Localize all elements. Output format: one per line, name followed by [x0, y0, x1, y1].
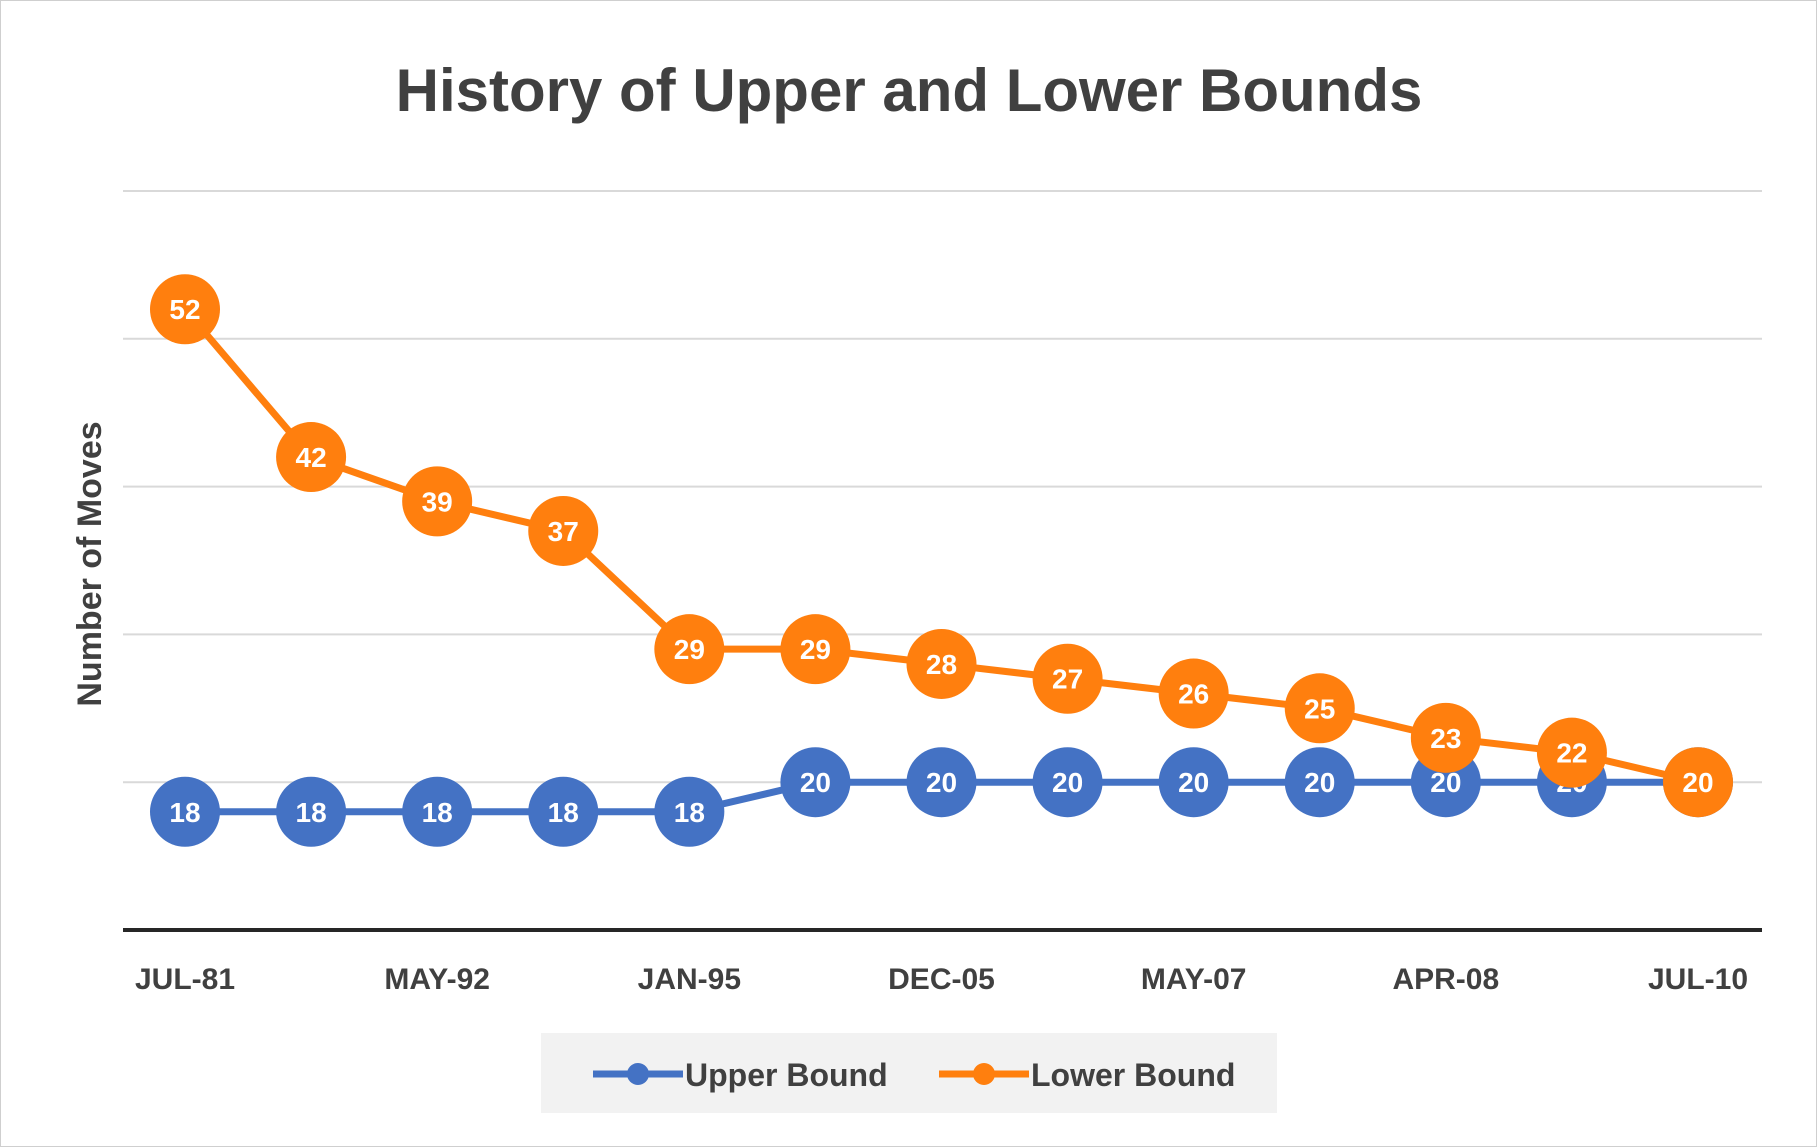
data-point	[906, 747, 977, 818]
data-label: 18	[548, 797, 579, 828]
data-point	[1032, 747, 1103, 818]
chart-title: History of Upper and Lower Bounds	[396, 57, 1423, 124]
data-point	[1536, 717, 1607, 788]
data-label: 37	[548, 516, 579, 547]
data-label: 22	[1556, 738, 1587, 769]
data-point	[276, 776, 347, 847]
x-tick-label: MAY-07	[1141, 963, 1247, 996]
data-label: 20	[1178, 767, 1209, 798]
data-point	[1284, 673, 1355, 744]
data-point	[402, 466, 473, 537]
x-tick-label: DEC-05	[888, 963, 995, 996]
legend-item: Upper Bound	[593, 1057, 888, 1093]
data-point	[528, 495, 599, 566]
y-axis-label: Number of Moves	[71, 421, 109, 706]
legend-item: Lower Bound	[939, 1057, 1235, 1093]
data-point	[150, 274, 220, 345]
data-label: 52	[169, 294, 200, 325]
data-point	[1158, 658, 1229, 729]
data-label: 20	[1682, 767, 1713, 798]
data-label: 26	[1178, 679, 1209, 710]
data-point	[1284, 747, 1355, 818]
data-label: 20	[926, 767, 957, 798]
data-label: 23	[1430, 723, 1461, 754]
data-point	[780, 614, 851, 685]
data-label: 18	[674, 797, 705, 828]
x-tick-label: JUL-81	[135, 963, 235, 996]
data-label: 42	[296, 442, 327, 473]
data-point	[1032, 643, 1103, 714]
data-label: 25	[1304, 693, 1335, 724]
data-point	[150, 776, 220, 847]
x-tick-label: MAY-92	[384, 963, 490, 996]
series-layer: 1818181818202020202020202052423937292928…	[150, 274, 1733, 847]
data-point	[276, 422, 347, 493]
data-label: 27	[1052, 664, 1083, 695]
x-tick-label: JAN-95	[638, 963, 741, 996]
legend: Upper Bound Lower Bound	[541, 1033, 1277, 1113]
data-point	[528, 776, 599, 847]
data-label: 29	[800, 634, 831, 665]
x-tick-labels: JUL-81 MAY-92 JAN-95 DEC-05 MAY-07 APR-08 JUL-…	[135, 963, 1748, 996]
data-point	[906, 628, 977, 699]
data-label: 18	[296, 797, 327, 828]
legend-swatch-marker	[973, 1063, 995, 1085]
series-line	[182, 306, 1699, 786]
data-label: 20	[1304, 767, 1335, 798]
legend-label: Lower Bound	[1031, 1057, 1235, 1093]
data-point	[654, 776, 725, 847]
series-upper-bound: 18181818182020202020202020	[150, 747, 1733, 847]
data-label: 39	[422, 486, 453, 517]
data-point	[1410, 702, 1481, 773]
x-tick-label: APR-08	[1392, 963, 1499, 996]
legend-swatch-marker	[627, 1063, 649, 1085]
legend-label: Upper Bound	[685, 1057, 888, 1093]
data-point	[402, 776, 473, 847]
data-label: 20	[800, 767, 831, 798]
series-lower-bound: 52 42 39 37 29 29 28 27 26 25 23 22 20	[150, 274, 1733, 818]
data-point	[1663, 747, 1733, 818]
data-label: 20	[1052, 767, 1083, 798]
data-point	[780, 747, 851, 818]
data-label: 18	[169, 797, 200, 828]
data-label: 28	[926, 649, 957, 680]
data-label: 18	[422, 797, 453, 828]
data-point	[654, 614, 725, 685]
data-label: 29	[674, 634, 705, 665]
x-tick-label: JUL-10	[1648, 963, 1748, 996]
data-point	[1158, 747, 1229, 818]
